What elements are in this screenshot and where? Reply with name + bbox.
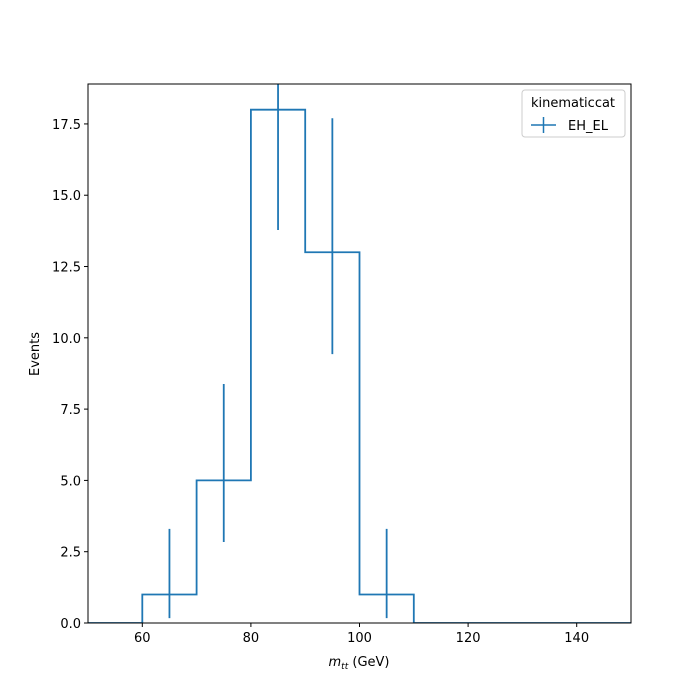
y-tick-label: 0.0: [60, 617, 81, 632]
legend-entry-eh-el: EH_EL: [568, 119, 609, 134]
x-tick-label: 120: [456, 631, 481, 646]
y-tick-label: 15.0: [52, 189, 81, 204]
y-tick-label: 17.5: [52, 118, 81, 133]
legend-title: kinematiccat: [531, 96, 615, 111]
x-axis: 60 80 100 120 140: [134, 623, 589, 646]
y-axis: 0.0 2.5 5.0 7.5 10.0 12.5 15.0 17.5: [52, 118, 88, 632]
y-tick-label: 12.5: [52, 261, 81, 276]
legend: kinematiccat EH_EL: [521, 89, 626, 138]
x-axis-label: mtt (GeV): [329, 655, 390, 672]
histogram-step-line-eh-el: [88, 108, 631, 623]
y-tick-label: 2.5: [60, 546, 81, 561]
y-tick-label: 7.5: [60, 403, 81, 418]
x-tick-label: 60: [134, 631, 151, 646]
y-tick-label: 10.0: [52, 332, 81, 347]
y-tick-label: 5.0: [60, 474, 81, 489]
x-tick-label: 80: [243, 631, 260, 646]
x-tick-label: 140: [564, 631, 589, 646]
x-tick-label: 100: [347, 631, 372, 646]
y-axis-label: Events: [28, 332, 43, 376]
